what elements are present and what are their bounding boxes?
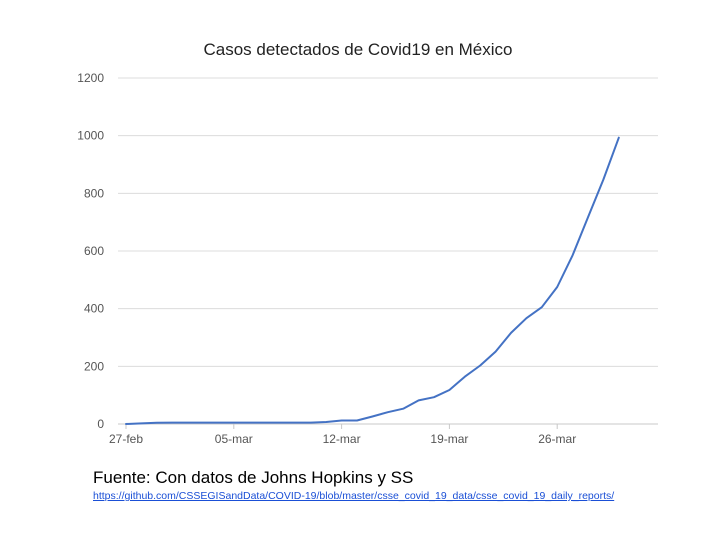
x-tick-label: 26-mar <box>538 432 576 446</box>
y-axis-ticks: 0 200 400 600 800 1000 1200 <box>77 71 104 431</box>
line-chart: Casos detectados de Covid19 en México 02… <box>77 40 658 446</box>
source-link[interactable]: https://github.com/CSSEGISandData/COVID-… <box>93 490 615 502</box>
y-tick-label: 200 <box>84 359 104 373</box>
y-tick-label: 1000 <box>77 129 104 143</box>
series-line <box>125 136 620 425</box>
x-axis-ticks: 27-feb 05-mar 12-mar 19-mar 26-mar <box>109 424 576 446</box>
series-group <box>125 136 620 425</box>
y-tick-label: 0 <box>97 417 104 431</box>
source-note: Fuente: Con datos de Johns Hopkins y SS <box>93 468 414 487</box>
y-tick-label: 600 <box>84 244 104 258</box>
y-tick-label: 800 <box>84 186 104 200</box>
x-tick-label: 05-mar <box>215 432 253 446</box>
gridlines <box>118 77 658 425</box>
y-tick-label: 400 <box>84 302 104 316</box>
x-tick-label: 12-mar <box>323 432 361 446</box>
chart-title: Casos detectados de Covid19 en México <box>203 40 512 59</box>
x-tick-label: 27-feb <box>109 432 143 446</box>
y-tick-label: 1200 <box>77 71 104 85</box>
x-tick-label: 19-mar <box>430 432 468 446</box>
